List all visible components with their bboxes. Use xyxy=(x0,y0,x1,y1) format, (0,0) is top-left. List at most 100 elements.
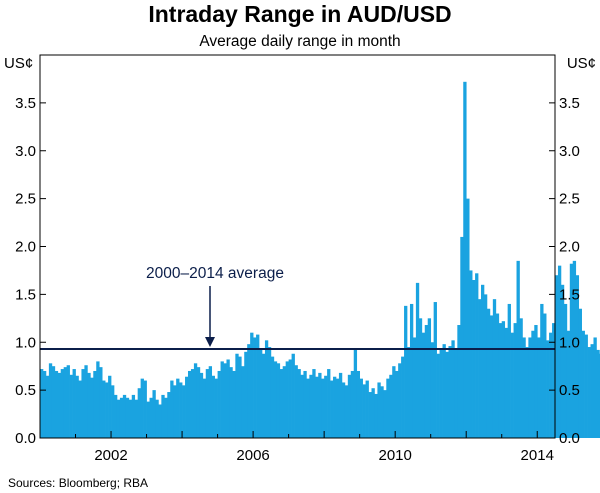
bar xyxy=(122,394,127,438)
bar xyxy=(45,375,50,438)
bar xyxy=(297,369,301,438)
bar xyxy=(40,369,44,438)
bar xyxy=(211,375,215,438)
bar xyxy=(386,378,390,438)
bar xyxy=(531,330,535,438)
bar xyxy=(78,380,82,438)
bar xyxy=(344,385,349,438)
y-unit-right: US¢ xyxy=(567,55,596,72)
bar xyxy=(270,356,275,438)
bar xyxy=(261,353,266,438)
bar xyxy=(404,305,408,438)
y-tick-label-left: 2.5 xyxy=(15,191,36,208)
bar xyxy=(412,337,417,438)
bar xyxy=(365,380,369,438)
bar xyxy=(140,378,144,438)
y-unit-left: US¢ xyxy=(4,55,33,72)
bar xyxy=(454,349,458,438)
bar xyxy=(395,370,399,438)
bar xyxy=(193,363,198,438)
y-tick-label-right: 0.5 xyxy=(559,382,580,399)
bar xyxy=(279,369,284,438)
bar xyxy=(469,270,473,438)
bar xyxy=(90,377,94,438)
source-note: Sources: Bloomberg; RBA xyxy=(8,476,148,490)
y-tick-label-right: 0.0 xyxy=(559,430,580,447)
bar xyxy=(356,370,361,438)
bar xyxy=(69,374,73,438)
x-axis: 2002 2006 2010 2014 xyxy=(39,431,554,464)
bar xyxy=(128,399,133,438)
bar xyxy=(60,369,65,438)
bar xyxy=(486,308,491,438)
bar xyxy=(116,399,121,438)
bar xyxy=(492,299,497,438)
bar xyxy=(483,294,488,438)
bar xyxy=(407,347,411,438)
bar xyxy=(451,340,455,438)
x-tick-label: 2010 xyxy=(378,447,411,464)
bar xyxy=(510,332,514,438)
bar xyxy=(560,284,565,438)
bars xyxy=(40,81,600,438)
bar xyxy=(250,332,254,438)
bar xyxy=(105,382,109,438)
bar xyxy=(380,386,384,438)
y-axis-left: 0.0 0.5 1.0 1.5 2.0 2.5 3.0 3.5 xyxy=(15,95,46,447)
bar xyxy=(572,260,577,438)
bar xyxy=(448,346,452,438)
bar xyxy=(173,385,177,438)
bar xyxy=(229,367,233,438)
bar xyxy=(522,337,526,438)
bar xyxy=(54,370,59,438)
bar xyxy=(202,378,207,438)
bar xyxy=(87,372,91,438)
bar xyxy=(368,392,372,438)
bar xyxy=(291,353,295,438)
bar xyxy=(421,332,426,438)
bar xyxy=(353,347,358,438)
bar xyxy=(546,340,550,438)
bar xyxy=(347,374,352,438)
bar xyxy=(190,369,195,438)
bar xyxy=(427,318,432,438)
bar xyxy=(196,367,201,438)
bar xyxy=(217,370,221,438)
bar xyxy=(398,363,402,438)
bar xyxy=(321,378,325,438)
x-tick-label: 2002 xyxy=(94,447,127,464)
bar xyxy=(324,375,328,438)
bar xyxy=(306,378,310,438)
bar xyxy=(187,370,192,438)
bar xyxy=(256,334,260,438)
bar xyxy=(457,325,461,438)
bar xyxy=(164,397,168,438)
bar xyxy=(513,323,517,438)
bar xyxy=(519,318,523,438)
bar xyxy=(264,340,269,438)
y-tick-label-left: 0.5 xyxy=(15,382,36,399)
bar xyxy=(552,323,556,438)
bar xyxy=(63,367,67,438)
bar xyxy=(199,372,204,438)
y-tick-label-right: 1.5 xyxy=(559,286,580,303)
average-arrow-head xyxy=(205,336,215,347)
bar xyxy=(205,369,210,438)
bar xyxy=(155,399,159,438)
bar xyxy=(241,366,245,438)
y-tick-label-left: 3.0 xyxy=(15,143,36,160)
bar xyxy=(498,323,503,438)
bar xyxy=(111,385,115,438)
bar xyxy=(590,344,594,438)
bar xyxy=(549,332,553,438)
bar xyxy=(108,375,112,438)
bar xyxy=(593,337,597,438)
bar xyxy=(226,359,230,438)
bar xyxy=(81,369,85,438)
bar xyxy=(557,265,562,438)
bar xyxy=(374,393,378,438)
bar xyxy=(578,308,582,438)
bar xyxy=(288,359,292,438)
bar xyxy=(333,376,337,438)
bar xyxy=(418,318,423,438)
